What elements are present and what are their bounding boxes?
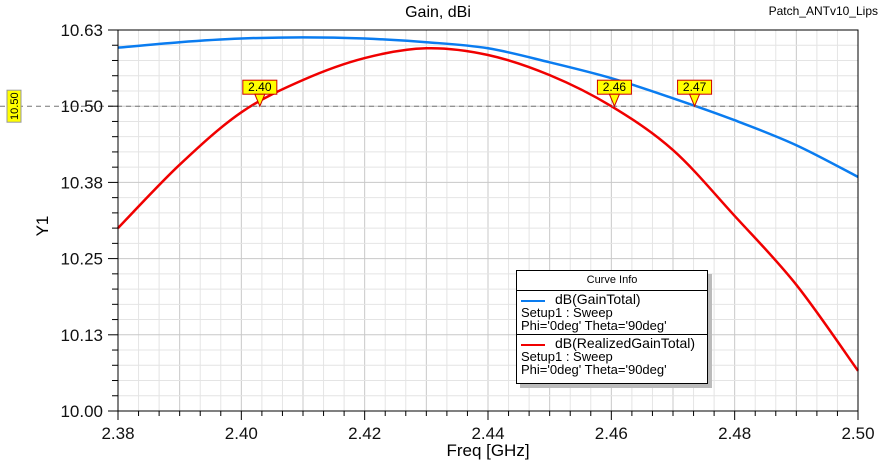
reference-label: 10.50 [9,92,21,120]
y-axis-label: Y1 [33,216,52,237]
x-tick-label: 2.48 [718,424,751,443]
x-tick-label: 2.38 [101,424,134,443]
marker-pointer [608,93,621,108]
x-axis-label: Freq [GHz] [446,441,529,460]
x-tick-label: 2.44 [471,424,504,443]
y-tick-label: 10.00 [60,402,103,421]
x-tick-label: 2.50 [841,424,874,443]
y-tick-label: 10.25 [60,250,103,269]
grid [117,29,859,412]
series-line-0 [117,36,859,179]
chart-title: Gain, dBi [405,4,471,21]
legend-curve-info[interactable]: Curve Info dB(GainTotal) Setup1 : Sweep … [516,270,708,384]
legend-swatch [521,343,545,346]
legend-swatch [521,299,545,302]
marker-pointer [254,93,266,108]
reference-label-box [6,89,22,123]
y-tick-label: 10.50 [60,97,103,116]
y-tick-label: 10.63 [60,21,103,40]
legend-title: Curve Info [517,271,707,291]
marker-label: 2.47 [683,80,707,94]
x-tick-label: 2.46 [595,424,628,443]
series-line-1 [117,46,860,372]
marker-pointer [688,93,701,108]
x-tick-label: 2.42 [348,424,381,443]
x-tick-label: 2.40 [225,424,258,443]
project-label: Patch_ANTv10_Lips [769,4,878,18]
legend-item-gain-total: dB(GainTotal) Setup1 : Sweep Phi='0deg' … [521,291,667,333]
marker-label: 2.40 [248,80,272,94]
y-tick-label: 10.13 [60,326,103,345]
legend-item-realized-gain-total: dB(RealizedGainTotal) Setup1 : Sweep Phi… [517,334,707,378]
marker-label: 2.46 [603,80,627,94]
y-tick-label: 10.38 [60,173,103,192]
